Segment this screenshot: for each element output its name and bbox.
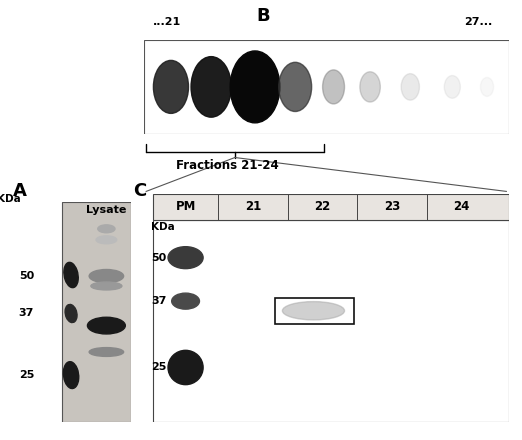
Text: 25: 25 xyxy=(19,370,34,380)
Ellipse shape xyxy=(172,293,199,309)
Text: B: B xyxy=(257,7,270,25)
Bar xyxy=(152,220,509,422)
Text: ...21: ...21 xyxy=(152,17,181,27)
Text: 27...: 27... xyxy=(464,17,492,27)
Ellipse shape xyxy=(323,70,345,104)
Bar xyxy=(152,194,509,220)
Text: 23: 23 xyxy=(384,200,400,213)
Ellipse shape xyxy=(98,225,115,233)
Ellipse shape xyxy=(444,76,460,98)
Text: A: A xyxy=(13,182,27,200)
Bar xyxy=(62,202,130,422)
Ellipse shape xyxy=(360,72,381,102)
Bar xyxy=(62,202,130,422)
Ellipse shape xyxy=(401,73,419,100)
Ellipse shape xyxy=(168,350,203,385)
Ellipse shape xyxy=(480,77,494,96)
Ellipse shape xyxy=(96,236,117,244)
Ellipse shape xyxy=(230,51,280,123)
Ellipse shape xyxy=(168,247,203,269)
Ellipse shape xyxy=(89,269,124,282)
Ellipse shape xyxy=(91,282,122,290)
Ellipse shape xyxy=(87,317,125,334)
Ellipse shape xyxy=(64,262,78,288)
Text: PM: PM xyxy=(175,200,196,213)
Text: KDa: KDa xyxy=(151,222,174,232)
Text: 24: 24 xyxy=(453,200,470,213)
Ellipse shape xyxy=(153,60,188,114)
Text: 25: 25 xyxy=(151,363,166,373)
Text: C: C xyxy=(133,182,146,200)
Text: Lysate: Lysate xyxy=(86,205,126,215)
Text: 37: 37 xyxy=(151,296,166,306)
Text: KDa: KDa xyxy=(0,194,21,204)
Text: 37: 37 xyxy=(19,308,34,319)
Ellipse shape xyxy=(279,62,312,111)
Text: 50: 50 xyxy=(19,271,34,281)
Ellipse shape xyxy=(191,57,231,117)
Ellipse shape xyxy=(65,304,77,323)
Text: 50: 50 xyxy=(151,253,166,263)
Text: 22: 22 xyxy=(314,200,331,213)
Text: Fractions 21-24: Fractions 21-24 xyxy=(176,159,278,172)
Bar xyxy=(275,298,353,324)
Ellipse shape xyxy=(282,301,345,320)
Ellipse shape xyxy=(89,348,124,356)
Ellipse shape xyxy=(63,362,79,389)
Text: 21: 21 xyxy=(245,200,262,213)
